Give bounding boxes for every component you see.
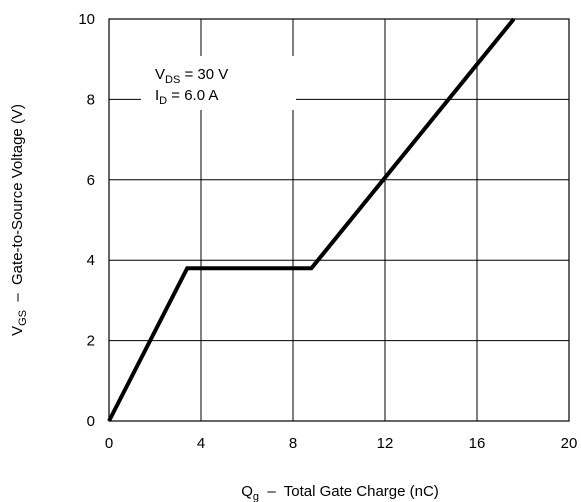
y-axis-title: VGS – Gate-to-Source Voltage (V) bbox=[9, 104, 29, 336]
y-tick-label: 10 bbox=[78, 11, 95, 28]
series-layer bbox=[107, 17, 516, 422]
series-line bbox=[107, 17, 516, 422]
x-axis-title: Qg – Total Gate Charge (nC) bbox=[241, 483, 439, 502]
x-tick-label: 8 bbox=[289, 435, 297, 452]
x-tick-label: 16 bbox=[469, 435, 486, 452]
y-tick-label: 4 bbox=[87, 252, 95, 269]
annotation-background bbox=[141, 56, 296, 110]
y-tick-label: 0 bbox=[87, 413, 95, 430]
x-tick-label: 4 bbox=[197, 435, 205, 452]
x-tick-label: 0 bbox=[105, 435, 113, 452]
x-tick-label: 12 bbox=[377, 435, 394, 452]
y-tick-label: 2 bbox=[87, 333, 95, 350]
x-tick-label: 20 bbox=[561, 435, 578, 452]
plot-frame bbox=[108, 18, 570, 422]
annotation-vds: VDS = 30 V bbox=[155, 66, 228, 86]
y-tick-label: 6 bbox=[87, 172, 95, 189]
tick-layer: 0 4 8 12 16 20 0 2 4 6 8 10 bbox=[78, 11, 577, 452]
y-tick-label: 8 bbox=[87, 91, 95, 108]
annotation-id: ID = 6.0 A bbox=[155, 87, 218, 107]
